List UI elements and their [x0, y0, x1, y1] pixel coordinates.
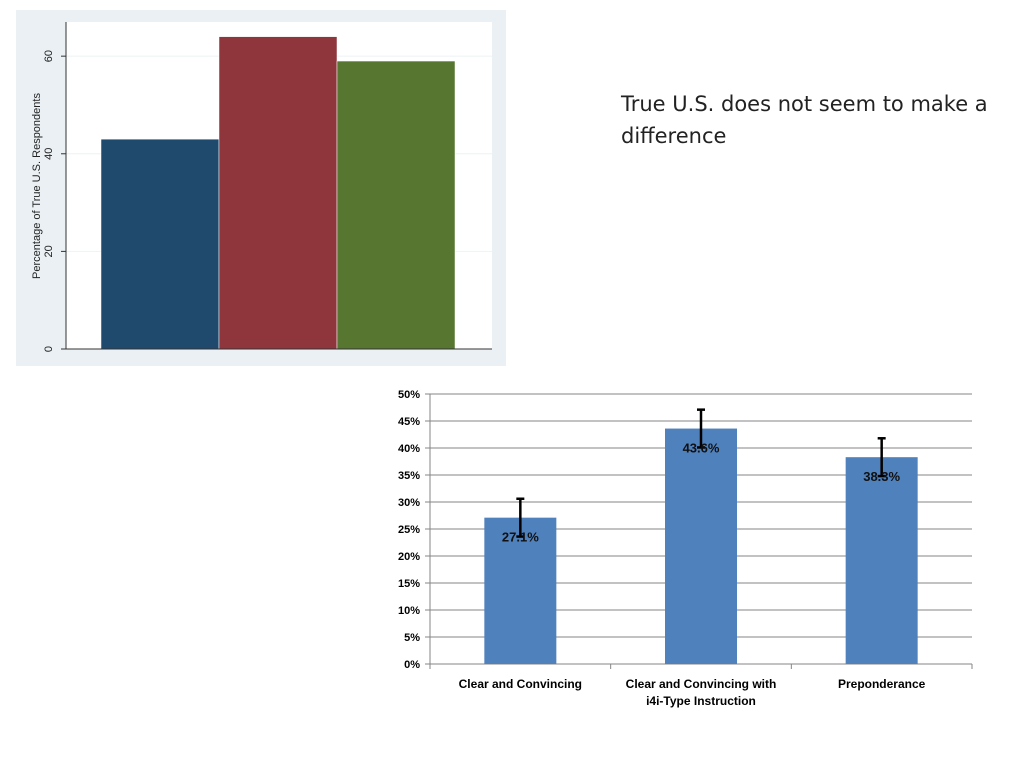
- data-label: 27.1%: [502, 530, 539, 545]
- y-tick-label: 45%: [398, 416, 420, 428]
- bar: [484, 517, 557, 664]
- x-category-label: Clear and Convincing with i4i-Type Instru…: [626, 677, 777, 708]
- y-tick-label: 30%: [398, 497, 420, 509]
- y-tick-label: 15%: [398, 578, 420, 590]
- x-category-label: Preponderance: [838, 677, 926, 691]
- bar: [336, 60, 456, 350]
- bar: [218, 36, 338, 350]
- y-tick-label: 0: [43, 346, 55, 352]
- y-tick-label: 10%: [398, 605, 420, 617]
- bar: [665, 428, 737, 664]
- y-axis-title: Percentage of True U.S. Respondents: [31, 93, 43, 279]
- bar: [845, 457, 918, 664]
- slide-caption: True U.S. does not seem to make a differ…: [621, 92, 988, 148]
- y-tick-label: 20%: [398, 551, 420, 563]
- x-category-label: Clear and Convincing: [459, 677, 582, 691]
- y-tick-label: 5%: [404, 632, 420, 644]
- instruction-comparison-chart: 0% 5% 10% 15% 20% 25% 30% 35% 40% 45% 50% 27.1% Clea…: [398, 389, 973, 708]
- true-us-respondents-chart: 0 20 40 60 Percentage of True U.S. Responden…: [16, 10, 506, 366]
- bar: [100, 138, 220, 350]
- y-tick-label: 20: [43, 245, 55, 257]
- y-tick-label: 35%: [398, 470, 420, 482]
- y-tick-label: 60: [43, 50, 55, 62]
- y-tick-label: 25%: [398, 524, 420, 536]
- y-tick-label: 0%: [404, 659, 420, 671]
- data-label: 38.3%: [863, 469, 900, 484]
- y-tick-label: 40: [43, 148, 55, 160]
- y-tick-label: 50%: [398, 389, 420, 401]
- data-label: 43.6%: [683, 441, 720, 456]
- y-tick-label: 40%: [398, 443, 420, 455]
